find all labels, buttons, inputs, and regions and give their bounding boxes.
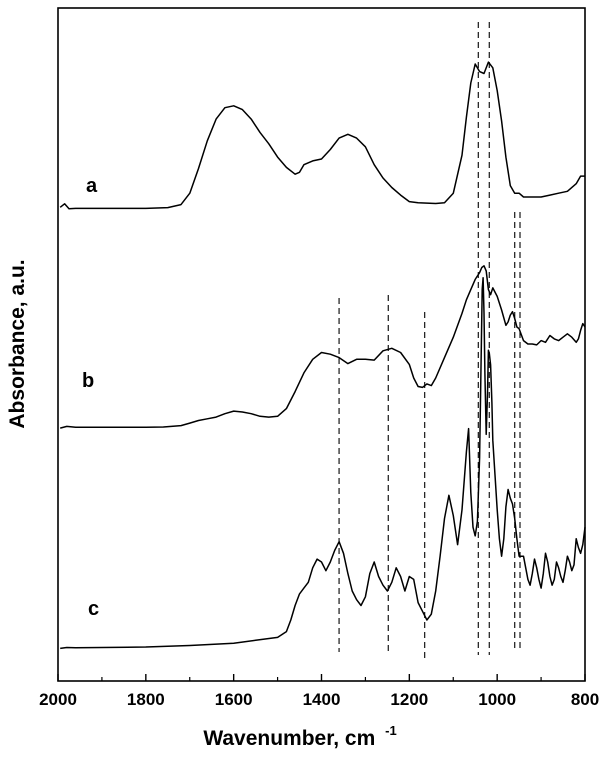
x-axis-ticks: 2000 1800 1600 1400 1200 1000 800 [39,674,599,709]
curve-label-c: c [88,598,99,620]
series-line-b [60,265,586,429]
x-tick-label-2000: 2000 [39,690,77,709]
x-axis-title-superscript: -1 [385,723,397,738]
x-axis-title-text: Wavenumber, cm [203,727,375,750]
x-tick-label-1200: 1200 [390,690,428,709]
series-line-c [60,277,586,650]
y-axis-title: Absorbance, a.u. [6,259,29,428]
x-axis-title: Wavenumber, cm -1 [203,723,396,750]
plot-frame [57,7,586,682]
x-tick-label-1800: 1800 [127,690,165,709]
x-tick-label-800: 800 [571,690,599,709]
x-tick-label-1000: 1000 [478,690,516,709]
reference-lines [338,22,521,658]
x-tick-label-1600: 1600 [215,690,253,709]
x-tick-label-1400: 1400 [303,690,341,709]
spectra-series [59,61,586,650]
curve-label-b: b [82,370,94,392]
series-line-a [59,61,585,210]
curve-label-a: a [86,175,98,197]
